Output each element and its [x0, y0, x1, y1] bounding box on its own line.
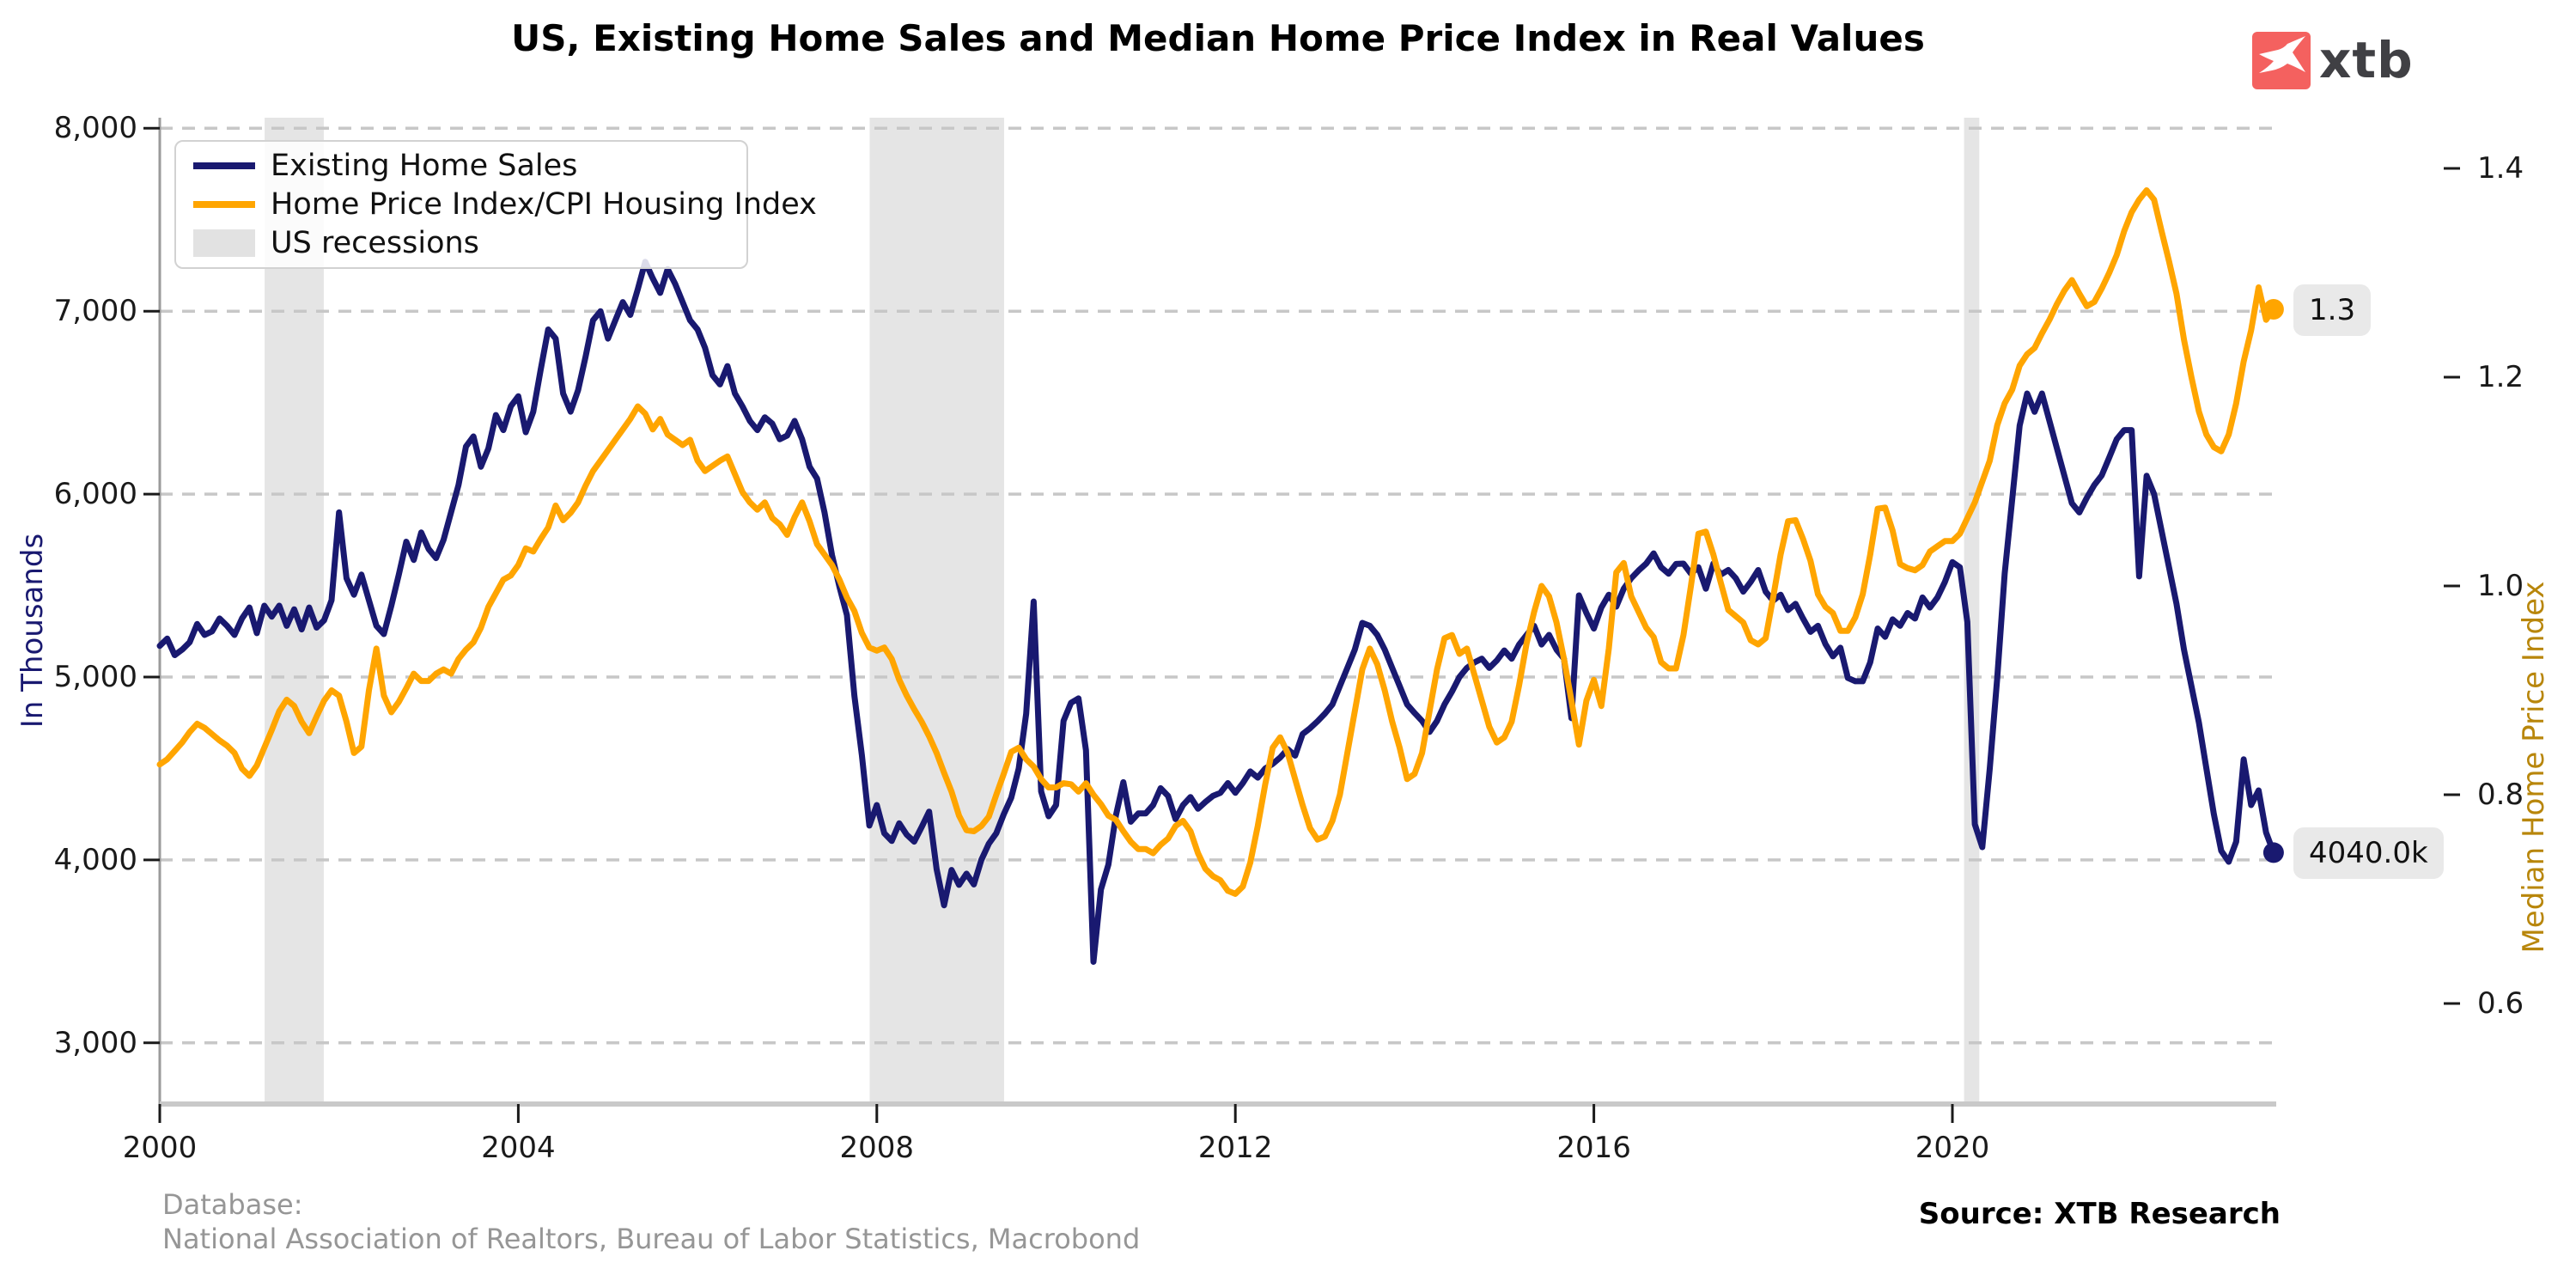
x-axis-tick-label: 2012 — [1197, 1131, 1273, 1165]
legend-line-swatch-navy — [193, 162, 255, 170]
legend-item-us-recessions: US recessions — [176, 224, 746, 262]
footer-database-label: Database: — [162, 1188, 303, 1221]
series-line-existing-home-sales — [156, 259, 2277, 965]
left-axis-tick-label: 5,000 — [53, 660, 137, 694]
page-title: US, Existing Home Sales and Median Home … — [511, 17, 1925, 59]
left-axis-tick-label: 6,000 — [53, 477, 137, 512]
legend-label: US recessions — [271, 225, 479, 260]
left-axis-tick-label: 4,000 — [53, 842, 137, 877]
legend-line-swatch-orange — [193, 200, 255, 208]
end-value-label-price-index: 1.3 — [2293, 284, 2372, 336]
series-end-dot — [2262, 299, 2284, 320]
left-axis-tick-label: 3,000 — [53, 1025, 137, 1060]
footer-database-sources: National Association of Realtors, Bureau… — [162, 1223, 1141, 1255]
right-axis-tick-label: 1.0 — [2477, 569, 2524, 603]
x-axis-tick-label: 2000 — [122, 1131, 198, 1165]
xtb-logo: xtb — [2252, 31, 2414, 89]
legend-item-existing-home-sales: Existing Home Sales — [176, 147, 746, 185]
x-axis-tick-label: 2016 — [1556, 1131, 1631, 1165]
end-value-label-home-sales: 4040.0k — [2293, 827, 2444, 879]
footer-source: Source: XTB Research — [1918, 1197, 2281, 1231]
right-axis-tick-label: 0.8 — [2477, 778, 2524, 812]
series-end-dot — [2262, 842, 2284, 863]
x-axis-tick-label: 2004 — [481, 1131, 556, 1165]
right-axis-tick-label: 0.6 — [2477, 986, 2524, 1021]
xtb-logo-mark-icon — [2252, 31, 2311, 89]
legend-item-home-price-index: Home Price Index/CPI Housing Index — [176, 186, 817, 223]
xtb-logo-text: xtb — [2319, 31, 2414, 89]
x-axis-tick-label: 2008 — [839, 1131, 915, 1165]
legend-label: Home Price Index/CPI Housing Index — [271, 186, 817, 222]
recession-band — [869, 118, 1004, 1104]
right-axis-tick-label: 1.2 — [2477, 360, 2524, 394]
chart-legend: Existing Home Sales Home Price Index/CPI… — [174, 140, 817, 269]
legend-box-swatch-gray — [193, 229, 255, 257]
left-axis-tick-label: 8,000 — [53, 111, 137, 146]
legend-label: Existing Home Sales — [271, 149, 578, 184]
right-axis-tick-label: 1.4 — [2477, 151, 2524, 186]
recession-band — [1964, 118, 1980, 1104]
right-axis-title: Median Home Price Index — [2517, 581, 2551, 954]
left-axis-tick-label: 7,000 — [53, 294, 137, 329]
x-axis-tick-label: 2020 — [1915, 1131, 1990, 1165]
series-line-home-price-index-cpi-housing-index — [156, 187, 2277, 897]
left-axis-title: In Thousands — [15, 533, 50, 729]
